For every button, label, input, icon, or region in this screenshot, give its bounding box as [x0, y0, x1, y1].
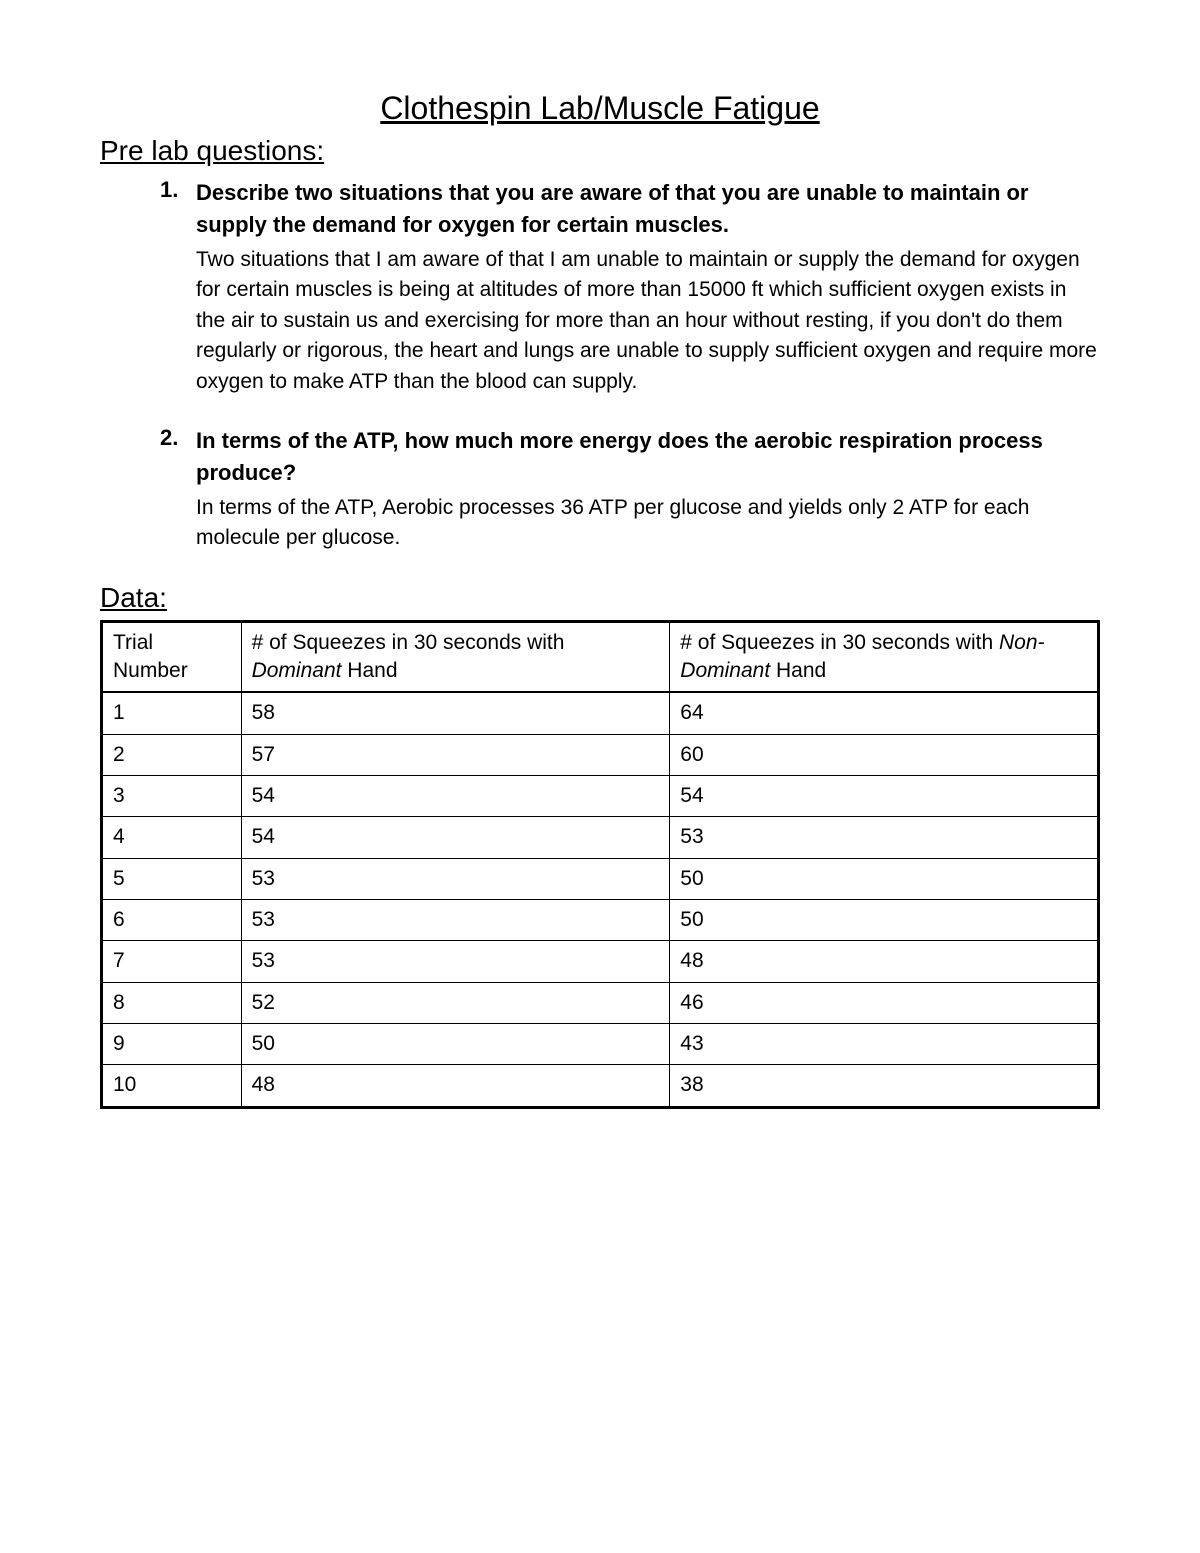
table-row: 5 53 50 [102, 858, 1099, 899]
cell-dominant: 52 [241, 982, 670, 1023]
table-row: 6 53 50 [102, 900, 1099, 941]
cell-dominant: 57 [241, 734, 670, 775]
cell-nondominant: 53 [670, 817, 1099, 858]
table-row: 2 57 60 [102, 734, 1099, 775]
cell-dominant: 50 [241, 1024, 670, 1065]
cell-trial: 9 [102, 1024, 242, 1065]
cell-trial: 4 [102, 817, 242, 858]
cell-nondominant: 38 [670, 1065, 1099, 1107]
table-row: 8 52 46 [102, 982, 1099, 1023]
col-header-nondominant: # of Squeezes in 30 seconds with Non-Dom… [670, 621, 1099, 692]
table-header-row: Trial Number # of Squeezes in 30 seconds… [102, 621, 1099, 692]
col-header-dom-prefix: # of Squeezes in 30 seconds with [252, 631, 565, 654]
table-row: 10 48 38 [102, 1065, 1099, 1107]
cell-trial: 3 [102, 776, 242, 817]
prelab-heading: Pre lab questions: [100, 135, 1100, 167]
data-table-body: 1 58 64 2 57 60 3 54 54 4 54 53 5 53 [102, 692, 1099, 1107]
col-header-dom-suffix: Hand [341, 659, 397, 682]
cell-nondominant: 50 [670, 858, 1099, 899]
col-header-nondom-prefix: # of Squeezes in 30 seconds with [680, 631, 999, 654]
cell-dominant: 53 [241, 941, 670, 982]
question-answer: In terms of the ATP, Aerobic processes 3… [196, 493, 1100, 554]
cell-trial: 5 [102, 858, 242, 899]
cell-nondominant: 48 [670, 941, 1099, 982]
col-header-dom-italic: Dominant [252, 659, 342, 682]
cell-nondominant: 54 [670, 776, 1099, 817]
cell-trial: 8 [102, 982, 242, 1023]
table-row: 4 54 53 [102, 817, 1099, 858]
cell-trial: 7 [102, 941, 242, 982]
table-row: 3 54 54 [102, 776, 1099, 817]
cell-dominant: 58 [241, 692, 670, 734]
data-heading: Data: [100, 582, 1100, 614]
cell-nondominant: 60 [670, 734, 1099, 775]
data-section: Data: Trial Number # of Squeezes in 30 s… [100, 582, 1100, 1109]
question-prompt: In terms of the ATP, how much more energ… [196, 425, 1100, 489]
data-table: Trial Number # of Squeezes in 30 seconds… [100, 620, 1100, 1109]
cell-dominant: 53 [241, 858, 670, 899]
cell-trial: 2 [102, 734, 242, 775]
col-header-dominant: # of Squeezes in 30 seconds with Dominan… [241, 621, 670, 692]
question-item: 2. In terms of the ATP, how much more en… [160, 425, 1100, 554]
page-title: Clothespin Lab/Muscle Fatigue [100, 90, 1100, 127]
cell-trial: 1 [102, 692, 242, 734]
question-item: 1. Describe two situations that you are … [160, 177, 1100, 397]
question-number: 2. [160, 425, 186, 451]
cell-dominant: 53 [241, 900, 670, 941]
question-prompt: Describe two situations that you are awa… [196, 177, 1100, 241]
cell-dominant: 54 [241, 817, 670, 858]
col-header-trial: Trial Number [102, 621, 242, 692]
cell-dominant: 54 [241, 776, 670, 817]
table-row: 9 50 43 [102, 1024, 1099, 1065]
question-answer: Two situations that I am aware of that I… [196, 245, 1100, 397]
col-header-nondom-suffix: Hand [770, 659, 826, 682]
table-row: 1 58 64 [102, 692, 1099, 734]
cell-nondominant: 43 [670, 1024, 1099, 1065]
question-number: 1. [160, 177, 186, 203]
cell-nondominant: 46 [670, 982, 1099, 1023]
table-row: 7 53 48 [102, 941, 1099, 982]
cell-dominant: 48 [241, 1065, 670, 1107]
prelab-questions-list: 1. Describe two situations that you are … [100, 177, 1100, 554]
cell-nondominant: 50 [670, 900, 1099, 941]
cell-nondominant: 64 [670, 692, 1099, 734]
cell-trial: 10 [102, 1065, 242, 1107]
cell-trial: 6 [102, 900, 242, 941]
